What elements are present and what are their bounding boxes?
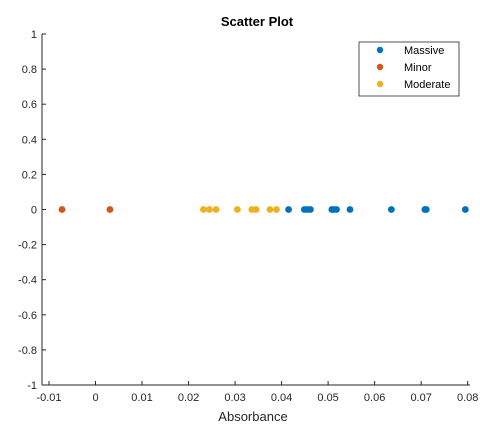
y-axis-ticks: 1 0.8 0.6 0.4 0.2 0 -0.2 -0.4 -0.6 -0.8 -1 [18,29,46,392]
data-point-massive [307,206,314,213]
y-tick-label: 0.6 [22,99,37,111]
x-tick-label: 0.01 [131,392,152,404]
legend-label-massive: Massive [404,45,444,57]
y-tick-label: 0.4 [22,134,37,146]
data-points [58,206,469,213]
x-tick-label: 0.07 [410,392,431,404]
legend-marker-minor [376,63,384,71]
x-tick-label: 0.05 [317,392,338,404]
x-axis-ticks: -0.01 0 0.01 0.02 0.03 0.04 0.05 0.06 0.07 0.08 [36,381,478,404]
data-point-moderate [200,206,207,213]
data-point-massive [387,206,395,213]
chart-title: Scatter Plot [221,14,294,29]
data-point-massive [333,206,340,213]
x-tick-label: 0.03 [224,392,245,404]
legend-box [358,41,460,97]
legend-label-moderate: Moderate [404,79,450,91]
y-tick-label: -0.6 [18,310,37,322]
legend-marker-moderate [376,80,384,88]
x-axis-label: Absorbance [218,409,287,424]
x-tick-label: 0.08 [457,392,478,404]
data-point-moderate [206,206,213,213]
x-tick-label: 0.04 [271,392,292,404]
legend-marker-massive [376,46,384,54]
data-point-moderate [212,206,220,213]
data-point-massive [461,206,469,213]
x-tick-label: -0.01 [36,392,61,404]
data-point-massive [422,206,430,213]
x-tick-label: 0.02 [178,392,199,404]
data-point-moderate [252,206,260,213]
y-tick-label: -1 [27,380,37,392]
y-tick-label: 1 [31,29,37,41]
legend-label-minor: Minor [404,62,432,74]
y-tick-label: 0.2 [22,169,37,181]
x-tick-label: 0.06 [364,392,385,404]
y-tick-label: 0 [31,205,37,217]
data-point-massive [285,206,292,213]
data-point-minor [58,206,66,213]
data-point-moderate [233,206,241,213]
data-point-massive [346,206,354,213]
data-point-minor [106,206,114,213]
y-tick-label: -0.4 [18,275,37,287]
data-point-moderate [273,206,280,213]
x-tick-label: 0 [92,392,98,404]
y-tick-label: -0.2 [18,240,37,252]
y-tick-label: 0.8 [22,64,37,76]
legend: Massive Minor Moderate [358,41,460,97]
y-tick-label: -0.8 [18,345,37,357]
data-point-moderate [266,206,274,213]
